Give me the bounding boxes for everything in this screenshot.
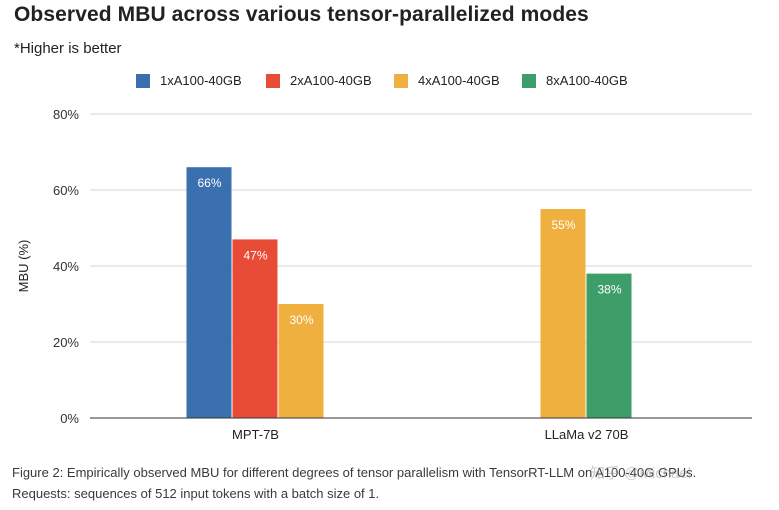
watermark-text: 知乎 @Michael [590,465,692,482]
caption-line-2: Requests: sequences of 512 input tokens … [12,486,380,501]
x-tick-label: LLaMa v2 70B [545,427,629,442]
legend-label: 2xA100-40GB [290,73,372,88]
bar [586,273,632,418]
y-tick-label: 60% [53,183,79,198]
data-label: 30% [289,313,313,327]
bar-chart: 0% 20% 40% 60% 80% MBU (%) 66% 47% 30% MPT-7B 55% 3… [16,107,752,442]
bar [278,304,324,418]
figure-caption: Figure 2: Empirically observed MBU for d… [12,462,772,504]
legend-item-2x: 2xA100-40GB [266,73,372,88]
legend-swatch [136,73,150,88]
data-label: 38% [597,283,621,297]
legend-swatch [266,73,280,88]
bar [540,209,586,418]
bar [232,239,278,418]
caption-line-1: Figure 2: Empirically observed MBU for d… [12,465,697,480]
bar [186,167,232,418]
data-label: 66% [197,176,221,190]
chart-subtitle: *Higher is better [14,40,122,57]
legend-label: 1xA100-40GB [160,73,242,88]
data-label: 55% [551,218,575,232]
legend-item-4x: 4xA100-40GB [394,73,500,88]
x-tick-label: MPT-7B [232,427,279,442]
legend-item-1x: 1xA100-40GB [136,73,242,88]
chart-title: Observed MBU across various tensor-paral… [14,3,589,26]
y-tick-label: 0% [60,411,79,426]
legend-label: 4xA100-40GB [418,73,500,88]
legend-label: 8xA100-40GB [546,73,628,88]
legend-swatch [394,73,408,88]
legend-item-8x: 8xA100-40GB [522,73,628,88]
y-tick-label: 20% [53,335,79,350]
y-tick-label: 40% [53,259,79,274]
chart-legend: 1xA100-40GB 2xA100-40GB 4xA100-40GB 8xA1… [0,73,779,93]
legend-swatch [522,73,536,88]
data-label: 47% [243,248,267,262]
y-axis-label: MBU (%) [16,240,31,293]
y-tick-label: 80% [53,107,79,122]
